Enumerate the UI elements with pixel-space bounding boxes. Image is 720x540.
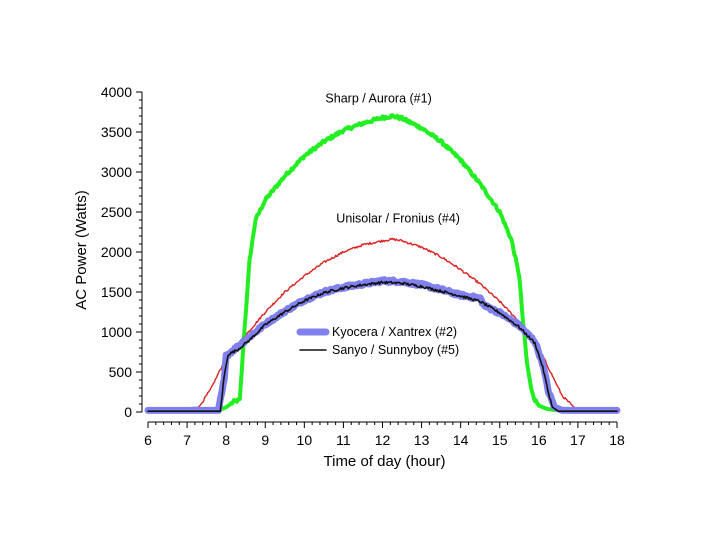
annotations: Sharp / Aurora (#1) Unisolar / Fronius (#… [325,91,460,225]
y-tick-label: 3000 [101,164,132,180]
y-tick-label: 1000 [101,324,132,340]
y-tick-label: 2000 [101,244,132,260]
series-annotation: Sharp / Aurora (#1) [325,91,431,105]
x-tick-label: 15 [492,432,508,448]
y-tick-label: 0 [124,404,132,420]
x-tick-label: 14 [453,432,469,448]
y-tick-label: 4000 [101,84,132,100]
series-annotation: Unisolar / Fronius (#4) [336,211,460,225]
series-line-4 [147,280,618,412]
series-layer [144,113,621,414]
y-ticks: 0 500 1000 1500 2000 2500 3000 3500 4000 [101,84,142,420]
x-tick-label: 18 [609,432,625,448]
x-tick-label: 7 [183,432,191,448]
x-tick-label: 17 [570,432,586,448]
x-tick-label: 13 [414,432,430,448]
legend: Kyocera / Xantrex (#2) Sanyo / Sunnyboy (… [296,325,459,357]
x-tick-label: 9 [261,432,269,448]
x-tick-label: 8 [222,432,230,448]
x-axis-title: Time of day (hour) [324,453,446,470]
x-tick-label: 6 [144,432,152,448]
y-tick-label: 500 [109,364,133,380]
x-tick-label: 11 [336,432,351,448]
x-tick-label: 12 [375,432,391,448]
y-tick-label: 1500 [101,284,132,300]
legend-label: Kyocera / Xantrex (#2) [332,325,457,339]
y-axis-title: AC Power (Watts) [73,190,90,309]
x-ticks: 6 7 8 9 10 11 12 13 14 15 16 17 18 [144,422,625,448]
legend-label: Sanyo / Sunnyboy (#5) [332,343,459,357]
y-tick-label: 3500 [101,124,132,140]
x-tick-label: 10 [297,432,313,448]
y-tick-label: 2500 [101,204,132,220]
series-line-1 [146,113,619,413]
x-tick-label: 16 [531,432,547,448]
